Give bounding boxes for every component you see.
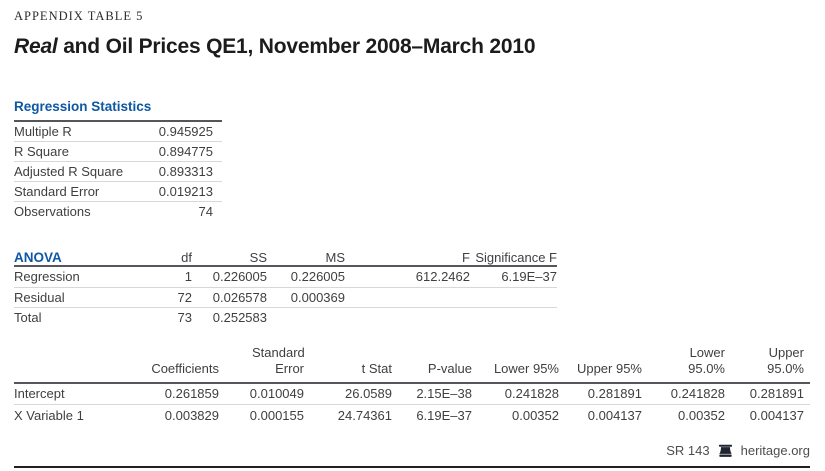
heritage-bell-icon <box>718 444 732 457</box>
footer: SR 143 heritage.org <box>666 443 810 458</box>
anova-cell: 0.000369 <box>267 286 345 308</box>
anova-cell <box>345 307 470 328</box>
coef-col-lower-95-0: Lower 95.0% <box>642 344 725 384</box>
stat-value: 74 <box>198 204 213 219</box>
coef-cell: 0.004137 <box>559 404 642 426</box>
anova-cell: 0.026578 <box>192 286 267 308</box>
anova-row-label: Total <box>14 307 124 328</box>
anova-table: ANOVA df SS MS F Significance F Regressi… <box>14 242 557 328</box>
table-row: Multiple R 0.945925 <box>14 122 222 141</box>
table-row: Residual 72 0.026578 0.000369 <box>14 286 557 308</box>
stat-label: Adjusted R Square <box>14 164 124 179</box>
stat-label: R Square <box>14 144 69 159</box>
table-row: R Square 0.894775 <box>14 141 222 161</box>
coef-cell: 0.00352 <box>472 404 559 426</box>
coef-col-upper-95-0: Upper 95.0% <box>725 344 810 384</box>
anova-col-ms: MS <box>267 242 345 267</box>
anova-cell: 612.2462 <box>415 269 470 285</box>
coef-cell: 0.010049 <box>249 386 304 402</box>
stat-value: 0.945925 <box>158 124 213 139</box>
coef-cell: 0.241828 <box>670 386 725 402</box>
site-link[interactable]: heritage.org <box>740 443 810 458</box>
coef-cell: 24.74361 <box>304 404 392 426</box>
anova-col-f: F <box>345 242 470 267</box>
anova-cell: 6.19E–37 <box>501 269 557 285</box>
page-title-italic: Real <box>14 35 58 58</box>
coef-row-label: Intercept <box>14 386 65 402</box>
coef-cell: 0.241828 <box>504 386 559 402</box>
anova-cell <box>267 307 345 328</box>
report-id: SR 143 <box>666 443 710 458</box>
coefficients-header-row: Coefficients Standard Error t Stat P-val… <box>14 344 810 384</box>
table-row: Standard Error 0.019213 <box>14 181 222 201</box>
coef-col-upper-95: Upper 95% <box>559 344 642 384</box>
page-title: Real and Oil Prices QE1, November 2008–M… <box>14 35 810 59</box>
anova-cell: 0.252583 <box>192 307 267 328</box>
coef-col-p-value: P-value <box>392 344 472 384</box>
coefficients-table: Coefficients Standard Error t Stat P-val… <box>14 344 810 426</box>
coef-col-t-stat: t Stat <box>304 344 392 384</box>
stat-label: Standard Error <box>14 184 100 199</box>
anova-row-label: Regression <box>14 269 80 285</box>
coef-cell: 26.0589 <box>345 386 392 402</box>
coef-cell: 2.15E–38 <box>416 386 472 402</box>
coef-cell: 6.19E–37 <box>392 404 472 426</box>
table-row: Regression 1 0.226005 0.226005 612.2462 … <box>14 266 557 287</box>
anova-cell: 0.226005 <box>212 269 267 285</box>
stat-value: 0.893313 <box>158 164 213 179</box>
coef-col-lower-95: Lower 95% <box>472 344 559 384</box>
page-title-rest: and Oil Prices QE1, November 2008–March … <box>57 35 536 58</box>
coef-row-label: X Variable 1 <box>14 404 121 426</box>
coef-col-coefficients: Coefficients <box>121 344 219 384</box>
coef-cell: 0.004137 <box>725 404 810 426</box>
anova-col-significance-f: Significance F <box>470 242 557 267</box>
coef-cell: 0.003829 <box>121 404 219 426</box>
bottom-rule <box>14 466 810 468</box>
anova-header-row: ANOVA df SS MS F Significance F <box>14 242 557 267</box>
stat-value: 0.894775 <box>158 144 213 159</box>
table-row: Total 73 0.252583 <box>14 307 557 328</box>
table-row: X Variable 1 0.003829 0.000155 24.74361 … <box>14 404 810 426</box>
anova-cell: 73 <box>124 307 192 328</box>
coef-cell: 0.000155 <box>219 404 304 426</box>
coef-col-standard-error: Standard Error <box>219 344 305 384</box>
anova-cell <box>470 286 557 308</box>
coef-col-blank <box>14 344 121 384</box>
anova-col-df: df <box>124 242 192 267</box>
coef-cell: 0.281891 <box>749 386 804 402</box>
anova-cell: 1 <box>184 269 192 285</box>
coef-cell: 0.281891 <box>587 386 642 402</box>
regression-statistics-heading: Regression Statistics <box>14 99 222 122</box>
stat-label: Observations <box>14 204 91 219</box>
coef-cell: 0.00352 <box>642 404 725 426</box>
appendix-table-label: APPENDIX TABLE 5 <box>14 9 144 23</box>
anova-cell <box>470 307 557 328</box>
table-row: Adjusted R Square 0.893313 <box>14 161 222 181</box>
regression-statistics-table: Regression Statistics Multiple R 0.94592… <box>14 99 222 221</box>
stat-value: 0.019213 <box>158 184 213 199</box>
anova-heading: ANOVA <box>14 242 124 267</box>
anova-cell <box>345 286 470 308</box>
anova-cell: 0.226005 <box>290 269 345 285</box>
anova-cell: 72 <box>124 286 192 308</box>
anova-col-ss: SS <box>192 242 267 267</box>
table-row: Intercept 0.261859 0.010049 26.0589 2.15… <box>14 383 810 405</box>
coef-cell: 0.261859 <box>164 386 219 402</box>
stat-label: Multiple R <box>14 124 72 139</box>
table-row: Observations 74 <box>14 201 222 221</box>
anova-row-label: Residual <box>14 286 124 308</box>
